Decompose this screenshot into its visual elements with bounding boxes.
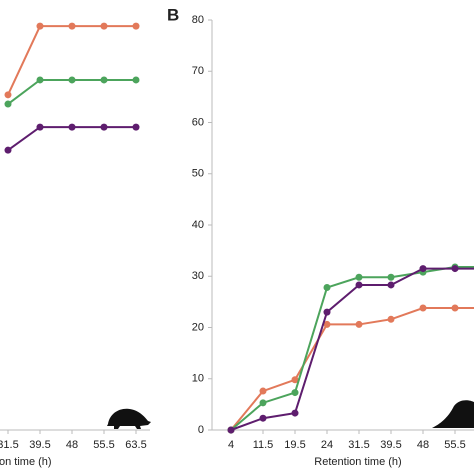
data-point bbox=[387, 315, 395, 323]
data-point bbox=[36, 123, 44, 131]
panel-label: B bbox=[167, 5, 179, 24]
animal-icon bbox=[107, 408, 151, 429]
data-point bbox=[259, 414, 267, 422]
data-point bbox=[36, 76, 44, 84]
data-point bbox=[323, 308, 331, 316]
y-tick-label: 50 bbox=[192, 168, 204, 180]
series-line bbox=[7, 78, 136, 105]
x-tick-label: 19.5 bbox=[284, 439, 305, 451]
data-point bbox=[323, 320, 331, 328]
data-point bbox=[387, 281, 395, 289]
data-point bbox=[100, 22, 108, 30]
y-tick-label: 20 bbox=[192, 321, 204, 333]
y-tick-label: 0 bbox=[198, 424, 204, 436]
data-point bbox=[419, 304, 427, 312]
y-tick-label: 40 bbox=[192, 219, 204, 231]
y-tick-label: 80 bbox=[192, 14, 204, 26]
data-point bbox=[100, 76, 108, 84]
y-tick-label: 10 bbox=[192, 373, 204, 385]
data-point bbox=[387, 273, 395, 281]
x-tick-label: 48 bbox=[66, 439, 78, 451]
series-line bbox=[230, 307, 474, 431]
data-point bbox=[355, 281, 363, 289]
x-axis-label: Retention time (h) bbox=[314, 456, 401, 468]
x-tick-label: 11.5 bbox=[253, 439, 274, 451]
x-tick-label: 39.5 bbox=[380, 439, 401, 451]
data-point bbox=[68, 123, 76, 131]
x-tick-label: 55.5 bbox=[93, 439, 114, 451]
series-line bbox=[7, 25, 136, 96]
data-point bbox=[355, 320, 363, 328]
x-tick-label: 31.5 bbox=[0, 439, 19, 451]
data-point bbox=[451, 304, 459, 312]
data-point bbox=[291, 409, 299, 417]
data-point bbox=[227, 426, 235, 434]
data-point bbox=[132, 123, 140, 131]
x-tick-label: 24 bbox=[321, 439, 333, 451]
data-point bbox=[291, 376, 299, 384]
data-point bbox=[291, 389, 299, 397]
x-tick-label: 39.5 bbox=[29, 439, 50, 451]
data-point bbox=[419, 265, 427, 273]
data-point bbox=[355, 273, 363, 281]
x-axis-label: on time (h) bbox=[0, 456, 52, 468]
data-point bbox=[323, 284, 331, 292]
data-point bbox=[259, 387, 267, 395]
data-point bbox=[4, 91, 12, 99]
y-tick-label: 70 bbox=[192, 65, 204, 77]
data-point bbox=[259, 399, 267, 407]
x-tick-label: 63.5 bbox=[125, 439, 146, 451]
data-point bbox=[100, 123, 108, 131]
y-tick-label: 30 bbox=[192, 270, 204, 282]
data-point bbox=[451, 265, 459, 273]
data-point bbox=[132, 76, 140, 84]
data-point bbox=[68, 76, 76, 84]
x-tick-label: 48 bbox=[417, 439, 429, 451]
data-point bbox=[68, 22, 76, 30]
data-point bbox=[4, 100, 12, 108]
y-tick-label: 60 bbox=[192, 116, 204, 128]
x-tick-label: 55.5 bbox=[444, 439, 465, 451]
x-tick-label: 31.5 bbox=[348, 439, 369, 451]
data-point bbox=[4, 146, 12, 154]
x-tick-label: 4 bbox=[228, 439, 234, 451]
series-line bbox=[230, 267, 474, 431]
animal-icon bbox=[432, 400, 474, 428]
data-point bbox=[36, 22, 44, 30]
data-point bbox=[132, 22, 140, 30]
